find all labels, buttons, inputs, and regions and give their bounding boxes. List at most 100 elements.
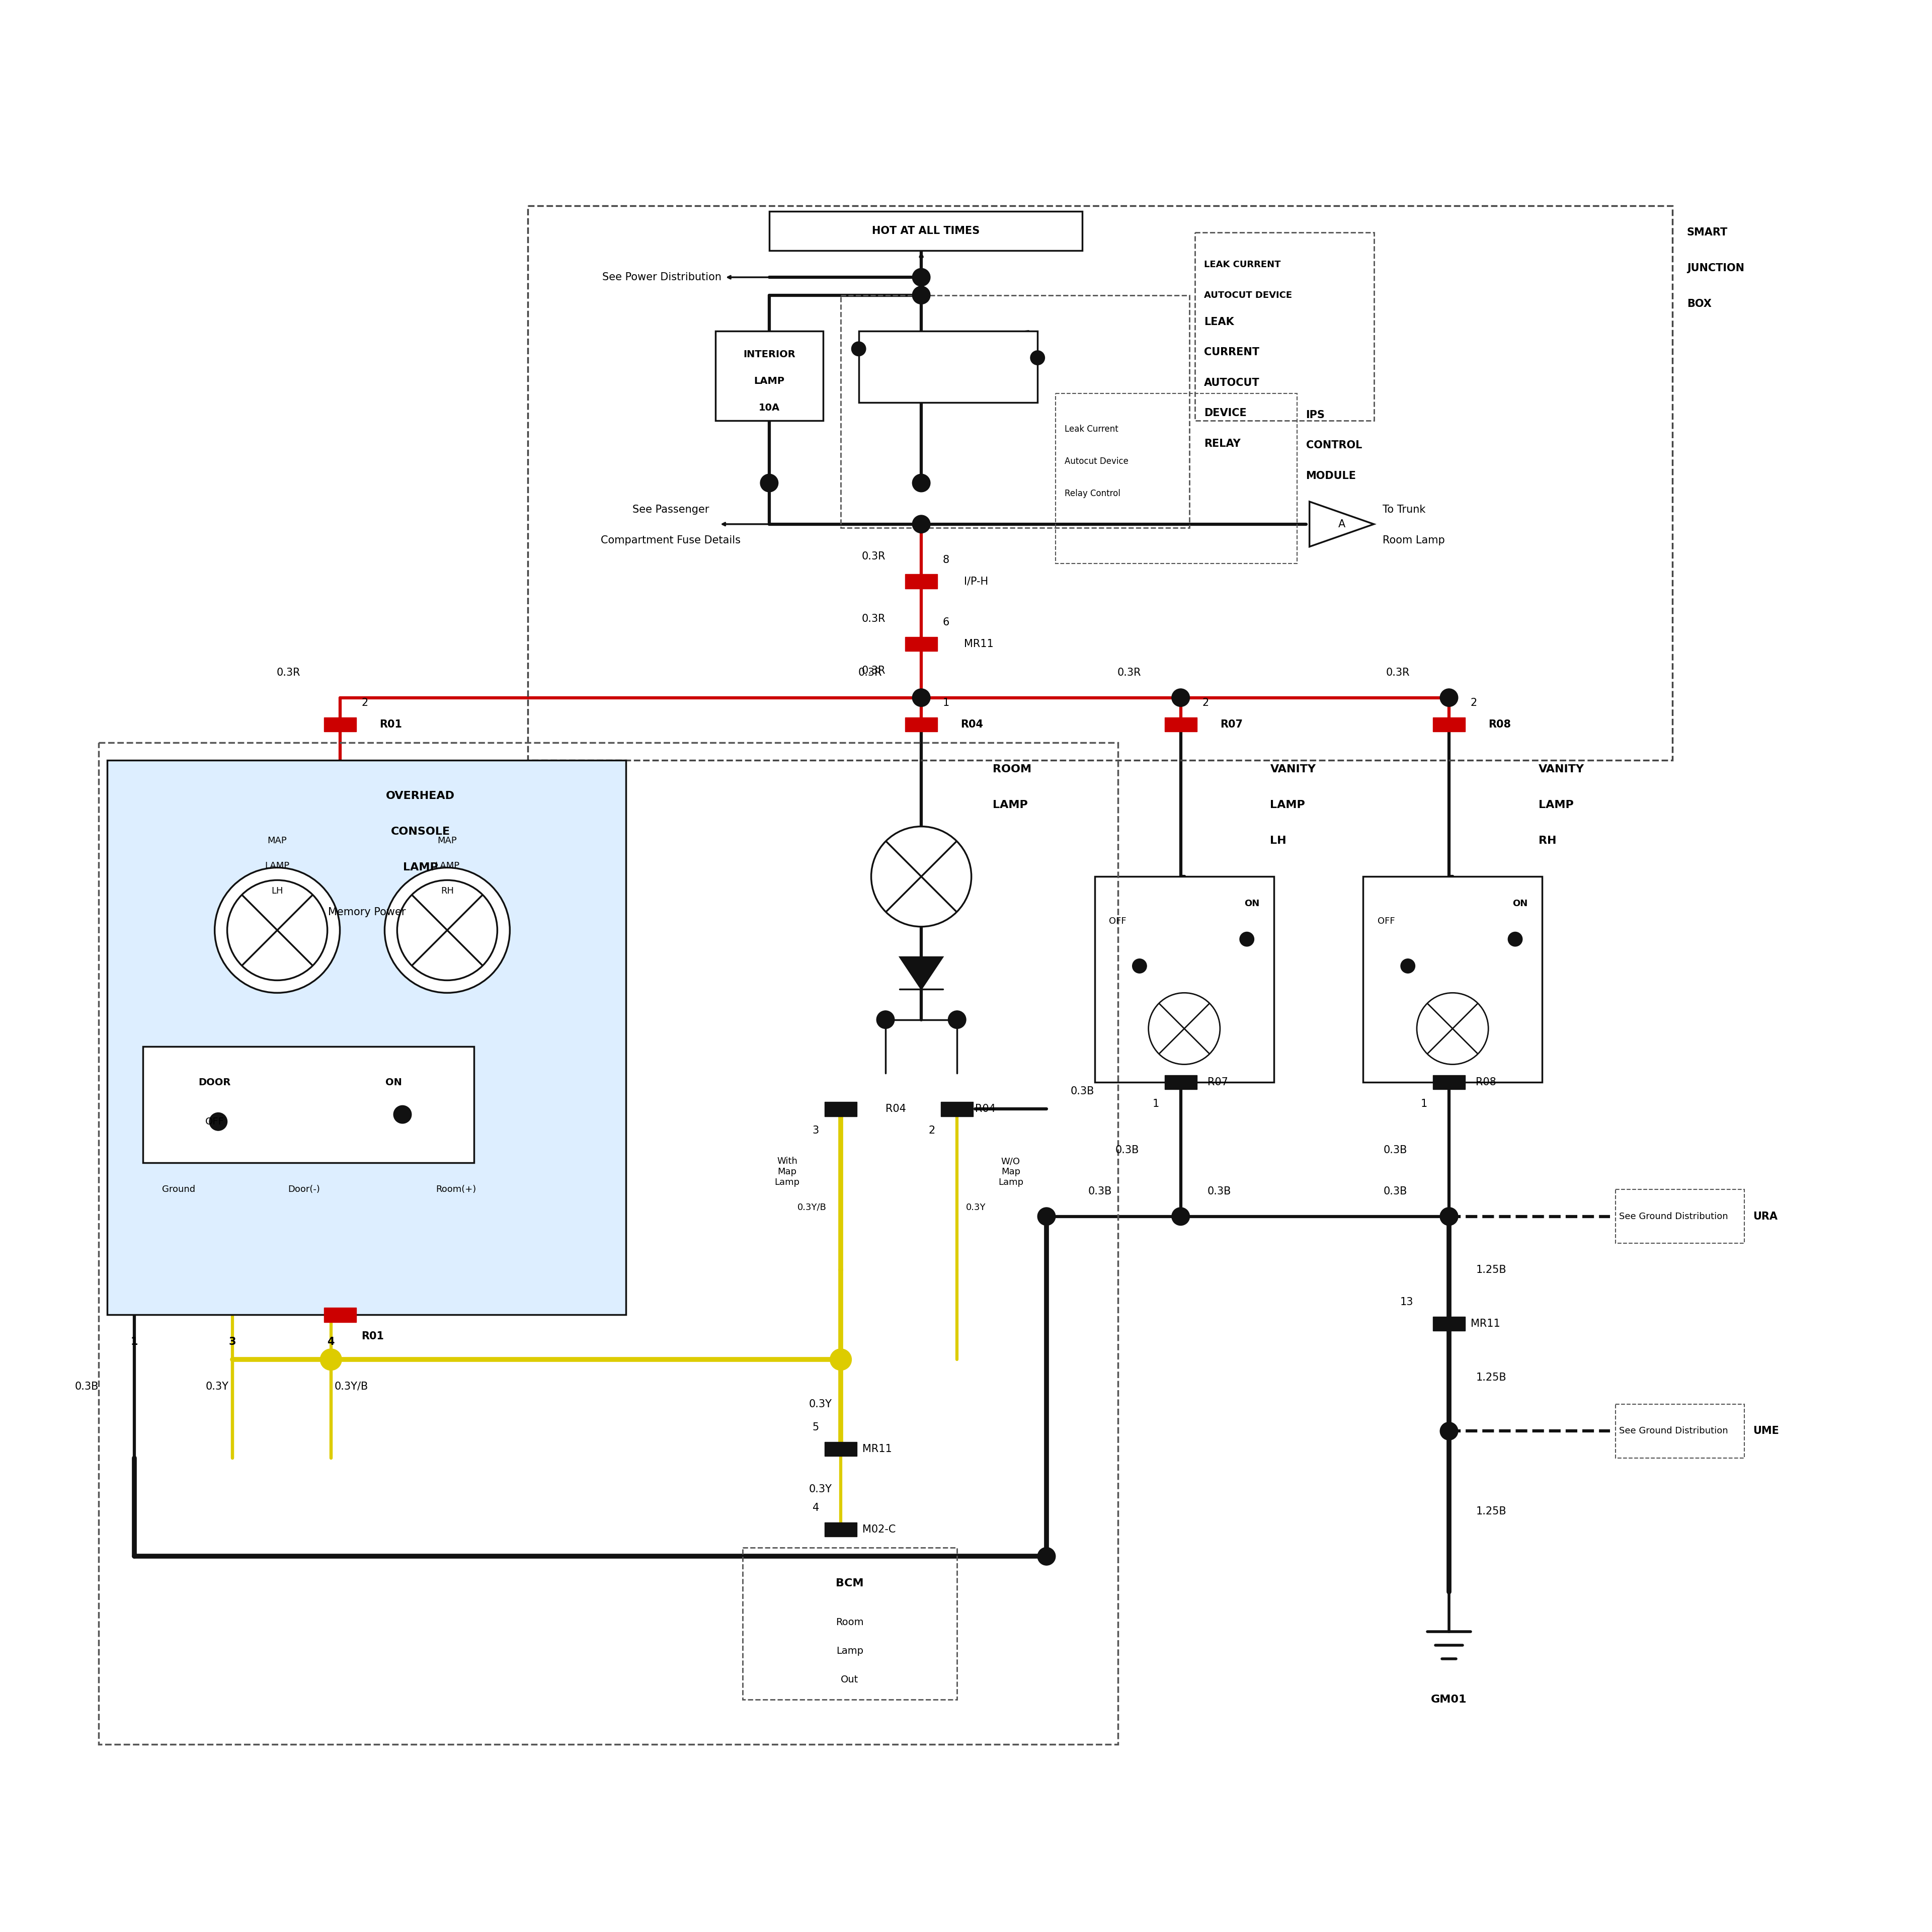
Polygon shape: [1310, 502, 1374, 547]
Text: ON: ON: [384, 1078, 402, 1088]
Text: LAMP: LAMP: [993, 800, 1028, 810]
Circle shape: [1240, 931, 1254, 947]
Text: JUNCTION: JUNCTION: [1687, 263, 1745, 272]
Text: 0.3Y/B: 0.3Y/B: [798, 1204, 827, 1211]
Circle shape: [1171, 688, 1190, 707]
Text: LH: LH: [270, 887, 284, 895]
Text: CONTROL: CONTROL: [1306, 440, 1362, 450]
Text: Ground: Ground: [162, 1184, 195, 1194]
Text: CONSOLE: CONSOLE: [390, 827, 450, 837]
Text: 2: 2: [361, 697, 367, 707]
Text: 3: 3: [811, 1126, 819, 1136]
Text: OVERHEAD: OVERHEAD: [386, 790, 454, 802]
Bar: [742, 1548, 956, 1700]
Text: 8: 8: [943, 554, 949, 564]
Text: HOT AT ALL TIMES: HOT AT ALL TIMES: [871, 226, 980, 236]
Text: 10A: 10A: [759, 404, 781, 413]
Circle shape: [831, 1349, 852, 1370]
Text: R04: R04: [976, 1103, 995, 1115]
Text: VANITY: VANITY: [1269, 765, 1316, 775]
Text: GM01: GM01: [1432, 1694, 1466, 1704]
Circle shape: [912, 688, 929, 707]
Text: 0.3Y: 0.3Y: [810, 1399, 833, 1408]
Circle shape: [877, 1010, 895, 1028]
Circle shape: [1037, 1208, 1055, 1225]
Text: 2: 2: [1202, 697, 1209, 707]
Bar: [325, 717, 355, 732]
Circle shape: [912, 269, 929, 286]
Bar: [1615, 1405, 1745, 1459]
Circle shape: [1171, 1208, 1190, 1225]
Text: INTERIOR: INTERIOR: [744, 350, 796, 359]
Bar: [858, 330, 1037, 402]
Text: 1.25B: 1.25B: [1476, 1507, 1507, 1517]
Bar: [1615, 1190, 1745, 1244]
Circle shape: [1439, 1422, 1459, 1439]
Text: SMART: SMART: [1687, 228, 1727, 238]
Bar: [99, 742, 1119, 1745]
Circle shape: [852, 342, 866, 355]
Circle shape: [871, 827, 972, 927]
Circle shape: [1439, 688, 1459, 707]
Circle shape: [209, 1113, 228, 1130]
Text: 1: 1: [1151, 1099, 1159, 1109]
Text: 0.3B: 0.3B: [1088, 1186, 1113, 1196]
Circle shape: [912, 473, 929, 493]
Bar: [1196, 232, 1374, 421]
Text: 0.3B: 0.3B: [1115, 1146, 1140, 1155]
Text: I/P-H: I/P-H: [964, 576, 989, 587]
Text: LH: LH: [1269, 837, 1287, 846]
Text: To Trunk: To Trunk: [1383, 504, 1426, 514]
Text: 0.3B: 0.3B: [1208, 1186, 1231, 1196]
Circle shape: [321, 1349, 342, 1370]
Text: 1.25B: 1.25B: [1476, 1265, 1507, 1275]
Polygon shape: [900, 956, 943, 989]
Circle shape: [1148, 993, 1219, 1065]
Bar: [108, 761, 626, 1316]
Text: 1: 1: [131, 1337, 137, 1347]
Bar: [941, 1101, 974, 1117]
Text: RH: RH: [440, 887, 454, 895]
Text: R01: R01: [379, 719, 402, 730]
Bar: [906, 717, 937, 732]
Text: 0.3B: 0.3B: [75, 1381, 99, 1391]
Text: 1: 1: [1420, 1099, 1428, 1109]
Bar: [527, 205, 1673, 761]
Bar: [1165, 1074, 1196, 1090]
Text: W/O
Map
Lamp: W/O Map Lamp: [999, 1157, 1024, 1186]
Bar: [906, 574, 937, 589]
Circle shape: [384, 867, 510, 993]
Text: Out: Out: [840, 1675, 858, 1685]
Text: OFF: OFF: [205, 1117, 224, 1126]
Text: Memory Power: Memory Power: [328, 908, 406, 918]
Text: OFF: OFF: [1378, 918, 1395, 925]
Text: 0.3B: 0.3B: [1383, 1186, 1406, 1196]
Text: MR11: MR11: [862, 1443, 893, 1455]
Text: 5: 5: [811, 1422, 819, 1432]
Text: AUTOCUT: AUTOCUT: [1204, 379, 1260, 388]
Text: 2: 2: [929, 1126, 935, 1136]
Text: 4: 4: [327, 1337, 334, 1347]
Text: LAMP: LAMP: [753, 377, 784, 386]
Circle shape: [912, 516, 929, 533]
Text: R07: R07: [1219, 719, 1242, 730]
Text: ON: ON: [1244, 898, 1260, 908]
Text: 0.3R: 0.3R: [862, 551, 885, 562]
Circle shape: [949, 1010, 966, 1028]
Text: 13: 13: [1401, 1296, 1412, 1308]
Text: MR11: MR11: [964, 639, 993, 649]
Text: 1.25B: 1.25B: [1476, 1372, 1507, 1383]
Text: 0.3R: 0.3R: [276, 668, 301, 678]
Text: 4: 4: [811, 1503, 819, 1513]
Text: LAMP: LAMP: [435, 862, 460, 869]
Bar: [769, 211, 1082, 251]
Text: BOX: BOX: [1687, 299, 1712, 309]
Bar: [715, 330, 823, 421]
Text: Room(+): Room(+): [437, 1184, 477, 1194]
Text: MAP: MAP: [437, 837, 458, 846]
Text: Compartment Fuse Details: Compartment Fuse Details: [601, 535, 740, 545]
Bar: [1165, 717, 1196, 732]
Bar: [825, 1441, 858, 1457]
Text: Relay Control: Relay Control: [1065, 489, 1121, 498]
Text: DOOR: DOOR: [199, 1078, 230, 1088]
